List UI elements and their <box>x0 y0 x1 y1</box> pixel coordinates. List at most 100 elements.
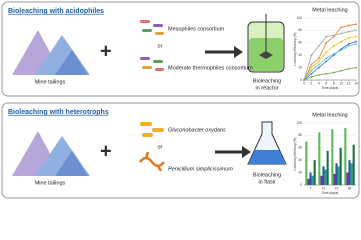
process-label: Bioleaching <box>253 78 281 84</box>
bar <box>333 173 336 185</box>
data-point <box>340 69 343 72</box>
panel-frame <box>1 102 360 199</box>
y-tick-label: 40 <box>298 158 302 162</box>
microbes <box>139 20 165 172</box>
bar <box>305 141 308 185</box>
bar <box>313 160 316 185</box>
data-point <box>332 71 335 74</box>
data-point <box>310 54 313 57</box>
bar <box>326 150 329 185</box>
data-point <box>325 41 328 44</box>
data-point <box>355 66 357 69</box>
bar <box>324 169 327 185</box>
flask <box>247 121 287 165</box>
x-tick-label: 4 <box>318 81 320 85</box>
data-point <box>325 72 328 75</box>
data-line <box>303 67 357 81</box>
data-line <box>303 41 357 81</box>
data-line <box>303 36 357 81</box>
y-tick-label: 60 <box>298 41 302 45</box>
y-tick-label: 0 <box>300 183 302 187</box>
data-point <box>310 72 313 75</box>
data-line <box>303 23 357 81</box>
y-axis-label: Leaching efficiency (%) <box>293 33 297 66</box>
source-label: Mine tailings <box>35 79 66 85</box>
source-label: Mine tailings <box>35 180 66 186</box>
data-point <box>347 24 350 27</box>
x-tick-label: 14 <box>354 81 358 85</box>
option-label: Moderate thermophiles consortium <box>168 65 253 71</box>
data-point <box>355 40 357 43</box>
bar <box>318 132 321 185</box>
data-line <box>303 43 357 81</box>
data-point <box>355 43 357 45</box>
x-tick-label: 2 <box>311 81 313 85</box>
process-label: Bioleaching <box>253 172 281 178</box>
x-tick-label: 7 <box>310 186 312 190</box>
data-point <box>317 74 320 76</box>
data-point <box>355 35 357 38</box>
bar <box>311 175 314 185</box>
y-tick-label: 80 <box>298 28 302 32</box>
data-point <box>340 48 343 50</box>
bar <box>352 144 355 185</box>
y-tick-label: 60 <box>298 146 302 150</box>
x-tick-label: 8 <box>333 81 335 85</box>
bar <box>346 172 349 185</box>
bar <box>335 163 338 185</box>
y-tick-label: 20 <box>298 170 302 174</box>
x-axis-label: Time (days) <box>322 191 339 195</box>
data-point <box>347 43 350 45</box>
data-point <box>325 51 328 53</box>
data-point <box>332 53 335 55</box>
data-point <box>340 26 343 29</box>
process-label: in flask <box>258 179 275 185</box>
bar <box>344 127 347 185</box>
y-tick-label: 80 <box>298 133 302 137</box>
data-point <box>317 60 320 63</box>
bar <box>348 160 351 185</box>
option-label: Penicillium simplicissimum <box>168 166 233 172</box>
bar <box>350 163 353 185</box>
bar <box>307 178 310 185</box>
x-tick-label: 6 <box>325 81 327 85</box>
svg-text:+: + <box>100 40 112 62</box>
x-tick-label: 0 <box>303 81 305 85</box>
data-point <box>332 54 335 57</box>
x-tick-label: 10 <box>339 81 343 85</box>
data-point <box>340 32 343 35</box>
y-tick-label: 20 <box>298 65 302 69</box>
data-line <box>303 30 357 81</box>
data-point <box>347 45 350 47</box>
mountains <box>12 30 90 176</box>
y-tick-label: 100 <box>297 121 303 125</box>
data-point <box>340 49 343 52</box>
y-tick-label: 0 <box>300 78 302 82</box>
data-point <box>332 34 335 37</box>
y-axis-label: Leaching efficiency (%) <box>293 138 297 171</box>
data-point <box>310 69 313 72</box>
process-label: in reactor <box>256 85 279 91</box>
data-point <box>347 30 350 33</box>
data-point <box>325 60 328 63</box>
data-point <box>347 67 350 70</box>
panel-title: Bioleaching with heterotrophs <box>8 109 109 116</box>
data-point <box>310 76 313 78</box>
data-point <box>325 57 328 60</box>
data-point <box>332 35 335 38</box>
option-label: Mesophiles consortium <box>168 26 225 32</box>
data-point <box>340 40 343 43</box>
x-tick-label: 21 <box>335 186 339 190</box>
data-point <box>347 36 350 39</box>
data-point <box>310 66 313 69</box>
bar <box>337 166 340 185</box>
option-label: or <box>158 43 163 49</box>
option-label: Gluconobacter oxydans <box>168 127 226 133</box>
data-point <box>325 35 328 38</box>
arrowhead <box>234 46 251 158</box>
chart-title: Metal leaching <box>312 112 347 118</box>
data-point <box>310 63 313 66</box>
chart-title: Metal leaching <box>312 7 347 13</box>
x-axis-label: Time (days) <box>322 86 339 90</box>
